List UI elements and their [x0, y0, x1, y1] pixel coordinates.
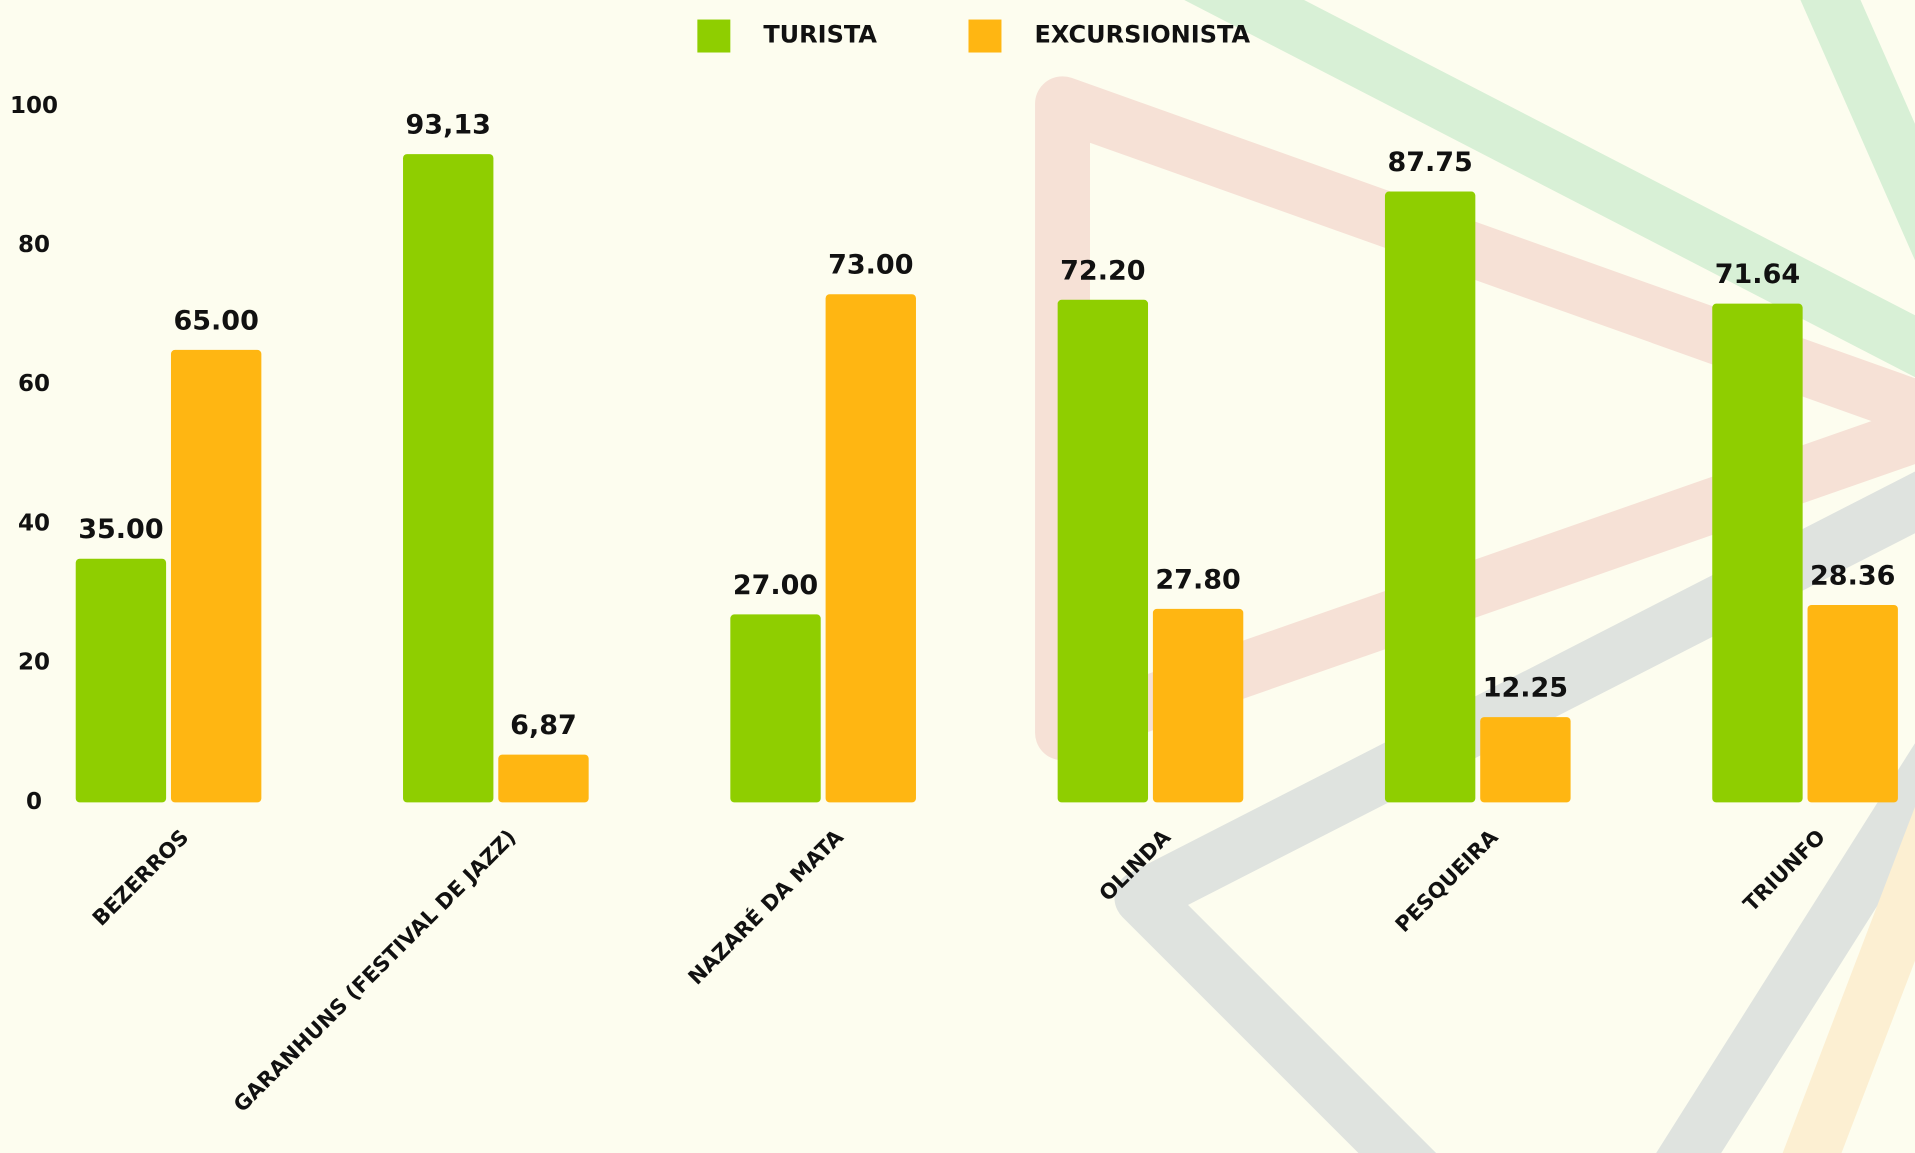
- value-label: 12.25: [1483, 673, 1568, 704]
- y-tick-label: 0: [26, 789, 42, 815]
- legend-swatch: [968, 19, 1002, 53]
- y-tick-label: 100: [10, 93, 58, 119]
- legend-label: EXCURSIONISTA: [1034, 20, 1250, 48]
- value-label: 27.00: [733, 570, 818, 601]
- y-tick-label: 20: [18, 650, 50, 676]
- bar: [1152, 608, 1244, 803]
- bar: [75, 558, 167, 803]
- bar: [825, 294, 916, 803]
- bar: [1057, 299, 1149, 803]
- y-tick-label: 80: [18, 232, 50, 258]
- value-label: 6,87: [510, 710, 577, 741]
- value-label: 27.80: [1155, 564, 1240, 595]
- bar: [170, 349, 262, 803]
- bar: [403, 154, 494, 803]
- legend-swatch: [697, 19, 731, 53]
- value-label: 93,13: [406, 110, 491, 141]
- value-label: 35.00: [78, 514, 163, 545]
- bar: [1480, 717, 1571, 803]
- bar: [1712, 303, 1803, 803]
- bar: [730, 614, 821, 803]
- legend-label: TURISTA: [763, 20, 877, 48]
- bar: [498, 754, 589, 803]
- value-label: 65.00: [173, 305, 258, 336]
- y-tick-label: 60: [18, 371, 50, 397]
- y-tick-label: 40: [18, 510, 50, 536]
- value-label: 71.64: [1715, 259, 1800, 290]
- value-label: 72.20: [1060, 255, 1145, 286]
- value-label: 73.00: [828, 250, 913, 281]
- bar: [1384, 191, 1476, 803]
- value-label: 87.75: [1387, 147, 1472, 178]
- bar: [1807, 604, 1898, 803]
- value-label: 28.36: [1810, 560, 1895, 591]
